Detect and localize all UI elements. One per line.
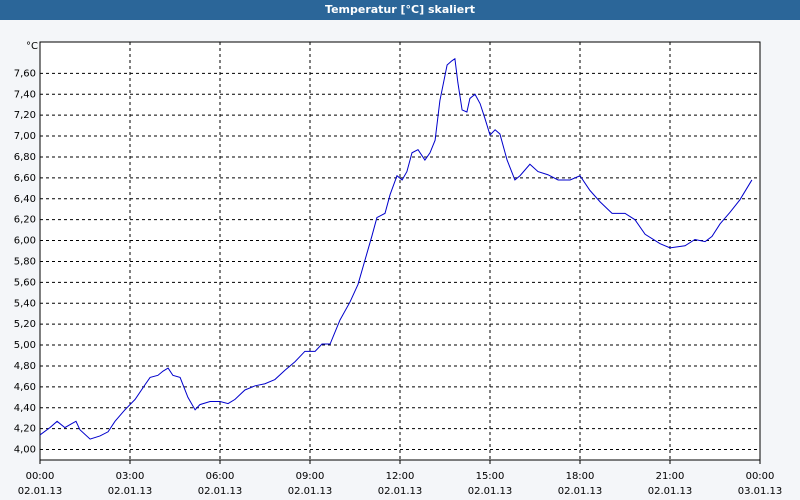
x-tick-label: 00:00 <box>746 471 775 482</box>
y-tick-label: 5,40 <box>14 298 36 309</box>
y-tick-label: 5,00 <box>14 340 36 351</box>
x-tick-date: 02.01.13 <box>288 486 333 497</box>
x-tick-date: 02.01.13 <box>18 486 63 497</box>
y-tick-label: 6,20 <box>14 215 36 226</box>
y-tick-label: 4,80 <box>14 361 36 372</box>
y-axis-label: °C <box>26 41 38 52</box>
y-tick-label: 5,60 <box>14 277 36 288</box>
y-tick-label: 4,60 <box>14 382 36 393</box>
title-bar <box>0 0 800 20</box>
y-tick-label: 6,00 <box>14 236 36 247</box>
x-tick-label: 12:00 <box>386 471 415 482</box>
data-line <box>39 57 753 440</box>
y-tick-label: 7,00 <box>14 131 36 142</box>
x-tick-date: 02.01.13 <box>108 486 153 497</box>
x-tick-date: 02.01.13 <box>378 486 423 497</box>
y-tick-label: 7,40 <box>14 89 36 100</box>
y-tick-label: 4,20 <box>14 424 36 435</box>
x-tick-date: 02.01.13 <box>468 486 513 497</box>
x-tick-label: 15:00 <box>476 471 505 482</box>
x-tick-label: 09:00 <box>296 471 325 482</box>
x-tick-label: 06:00 <box>206 471 235 482</box>
x-tick-label: 03:00 <box>116 471 145 482</box>
x-tick-date: 02.01.13 <box>558 486 603 497</box>
y-tick-label: 6,40 <box>14 194 36 205</box>
x-tick-date: 03.01.13 <box>738 486 783 497</box>
chart-title: Temperatur [°C] skaliert <box>325 3 475 16</box>
x-tick-label: 21:00 <box>656 471 685 482</box>
y-tick-label: 7,20 <box>14 110 36 121</box>
y-tick-label: 7,60 <box>14 68 36 79</box>
x-tick-date: 02.01.13 <box>198 486 243 497</box>
x-tick-label: 18:00 <box>566 471 595 482</box>
y-tick-label: 5,20 <box>14 319 36 330</box>
x-tick-label: 00:00 <box>26 471 55 482</box>
y-tick-label: 4,00 <box>14 445 36 456</box>
y-tick-label: 6,80 <box>14 152 36 163</box>
x-tick-date: 02.01.13 <box>648 486 693 497</box>
y-tick-label: 6,60 <box>14 173 36 184</box>
y-tick-label: 5,80 <box>14 256 36 267</box>
y-tick-label: 4,40 <box>14 403 36 414</box>
